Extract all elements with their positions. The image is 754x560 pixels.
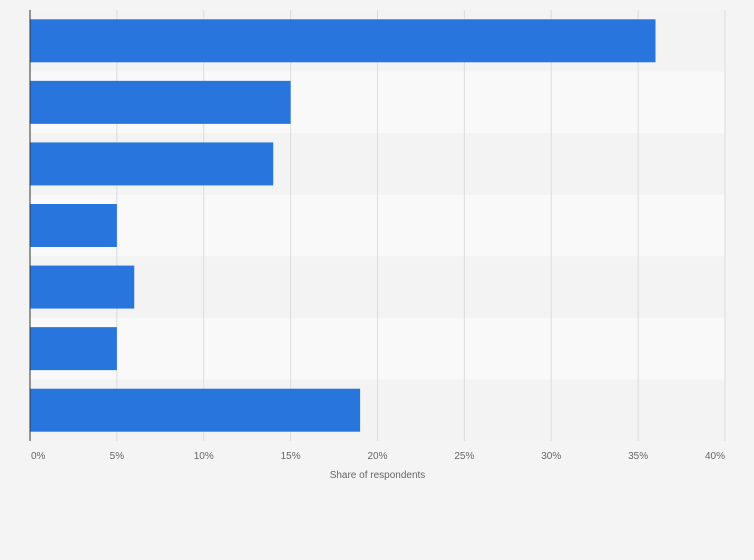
- bar: [30, 80, 291, 124]
- x-tick-label: 25%: [454, 451, 474, 462]
- x-axis-tick-labels: 0% 5% 10% 15% 20% 25% 30% 35% 40%: [31, 451, 725, 462]
- x-tick-label: 10%: [194, 451, 214, 462]
- x-tick-label: 40%: [705, 451, 725, 462]
- x-tick-label: 30%: [541, 451, 561, 462]
- bar: [30, 327, 117, 371]
- x-tick-label: 0%: [31, 451, 46, 462]
- bar: [30, 142, 274, 186]
- bar: [30, 265, 135, 309]
- x-tick-label: 20%: [367, 451, 387, 462]
- bar: [30, 19, 656, 63]
- x-tick-label: 15%: [281, 451, 301, 462]
- bar: [30, 388, 361, 432]
- bar: [30, 204, 117, 247]
- x-tick-label: 5%: [110, 451, 125, 462]
- x-axis-title: Share of respondents: [330, 470, 426, 481]
- x-tick-label: 35%: [628, 451, 648, 462]
- bars: [30, 19, 656, 432]
